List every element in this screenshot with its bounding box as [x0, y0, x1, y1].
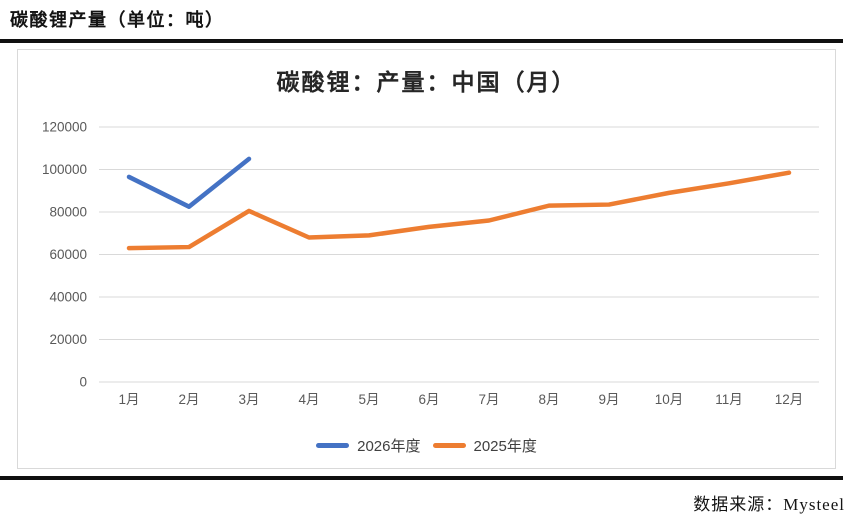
x-axis-tick-label: 7月	[478, 392, 499, 407]
x-axis-tick-label: 6月	[418, 392, 439, 407]
x-axis-tick-label: 11月	[715, 392, 743, 407]
x-axis-tick-label: 5月	[358, 392, 379, 407]
legend-line-swatch	[432, 443, 466, 448]
x-axis-tick-label: 3月	[238, 392, 259, 407]
x-axis-tick-label: 2月	[178, 392, 199, 407]
x-axis-tick-label: 9月	[598, 392, 619, 407]
chart-card: 碳酸锂：产量：中国（月） 0 20000 40000 60000 80000 100000…	[17, 49, 836, 469]
data-source-label: 数据来源：Mysteel	[693, 495, 845, 514]
y-axis-tick-label: 0	[79, 375, 87, 390]
legend-item-2026年度: 2026年度	[316, 435, 421, 456]
x-axis-tick-label: 4月	[298, 392, 319, 407]
x-axis-tick-label: 1月	[118, 392, 139, 407]
y-axis-tick-label: 20000	[49, 332, 87, 347]
y-axis-tick-label: 80000	[49, 205, 87, 220]
legend-label: 2025年度	[473, 438, 537, 455]
chart-title: 碳酸锂：产量：中国（月）	[276, 70, 577, 95]
series-line-2025年度	[126, 170, 792, 251]
line-chart: 0 20000 40000 60000 80000 100000 120000 1月 2月 3月 4…	[42, 120, 819, 407]
chart-legend: 2026年度 2025年度	[18, 435, 835, 456]
y-axis-tick-label: 100000	[42, 162, 87, 177]
y-axis-tick-label: 60000	[49, 247, 87, 262]
legend-item-2025年度: 2025年度	[432, 435, 537, 456]
series-line-2026年度	[126, 156, 252, 209]
y-axis-tick-label: 120000	[42, 120, 87, 135]
legend-label: 2026年度	[357, 438, 421, 455]
legend-line-swatch	[316, 443, 350, 448]
x-axis-tick-label: 12月	[775, 392, 804, 407]
top-divider	[0, 39, 843, 43]
x-axis-tick-label: 8月	[538, 392, 559, 407]
x-axis-tick-label: 10月	[655, 392, 684, 407]
bottom-divider	[0, 476, 843, 480]
y-axis-tick-label: 40000	[49, 290, 87, 305]
page-title: 碳酸锂产量（单位：吨）	[10, 10, 225, 30]
